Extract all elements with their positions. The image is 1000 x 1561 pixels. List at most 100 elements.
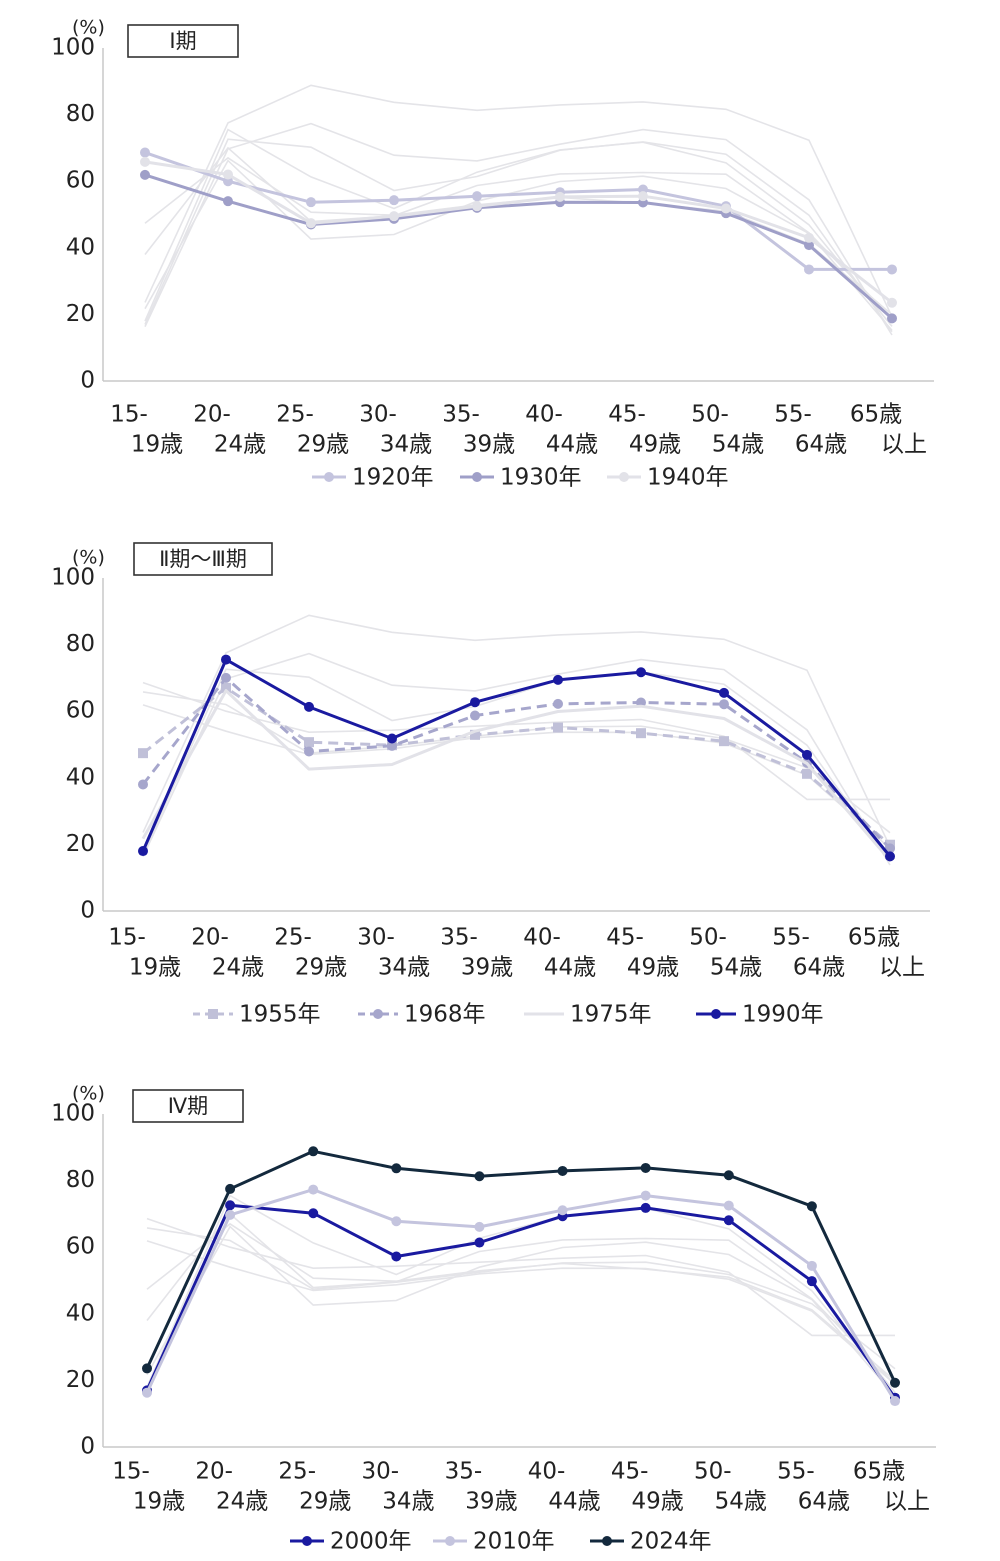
- data-point: [553, 722, 563, 733]
- chart-panel-2: (%) Ⅱ期～Ⅲ期 0 20 40 60 80 100 15- 19歳 20- 24歳 25- 29歳 30…: [51, 542, 930, 1028]
- x-tick-label: 44歳: [548, 1489, 600, 1515]
- legend-label: 1990年: [742, 1002, 824, 1028]
- data-point: [304, 701, 314, 712]
- data-point: [890, 1377, 900, 1388]
- x-tick-label: 20-: [193, 402, 231, 428]
- data-point: [557, 1165, 568, 1176]
- x-tick-label: 30-: [362, 1459, 400, 1485]
- x-tick-label: 55-: [774, 402, 812, 428]
- legend-label: 1975年: [570, 1002, 652, 1028]
- x-tick-label: 20-: [195, 1459, 233, 1485]
- data-point: [470, 697, 480, 708]
- x-tick-label: 65歳: [848, 925, 900, 951]
- data-point: [474, 1237, 485, 1248]
- context-line: [142, 668, 891, 863]
- y-tick-label: 20: [66, 831, 95, 857]
- x-tick-label: 35-: [445, 1459, 483, 1485]
- x-tick-label: 39歳: [465, 1489, 517, 1515]
- data-point: [387, 740, 397, 751]
- x-tick-label: 30-: [357, 925, 395, 951]
- legend-marker: [619, 472, 629, 482]
- x-tick-label: 34歳: [378, 955, 430, 981]
- legend-marker: [602, 1536, 612, 1546]
- data-point: [225, 1209, 236, 1220]
- data-point: [804, 264, 814, 275]
- x-tick-label: 39歳: [461, 955, 513, 981]
- x-tick-label: 45-: [608, 402, 646, 428]
- data-point: [719, 699, 729, 710]
- data-point: [721, 203, 731, 214]
- x-tick-label: 39歳: [463, 432, 515, 458]
- context-line: [146, 1240, 896, 1385]
- context-line: [146, 1225, 896, 1397]
- data-point: [636, 667, 646, 678]
- x-tick-label: 15-: [110, 402, 148, 428]
- context-line: [144, 84, 893, 318]
- series-line: [142, 686, 891, 846]
- data-point: [221, 682, 231, 693]
- context-line: [146, 1217, 895, 1337]
- data-point: [221, 654, 231, 665]
- x-tick-label: 以上: [881, 432, 927, 458]
- data-point: [138, 846, 148, 857]
- x-tick-label: 65歳: [853, 1459, 905, 1485]
- x-tick-label: 24歳: [216, 1489, 268, 1515]
- x-tick-label: 24歳: [212, 955, 264, 981]
- x-tick-label: 19歳: [131, 432, 183, 458]
- y-tick-label: 0: [80, 1434, 95, 1460]
- x-tick-label: 50-: [694, 1459, 732, 1485]
- context-line: [144, 122, 893, 336]
- y-tick-label: 40: [66, 764, 95, 790]
- x-tick-label: 35-: [442, 402, 480, 428]
- series-line: [144, 173, 893, 320]
- data-point: [470, 729, 480, 740]
- x-tick-label: 54歳: [710, 955, 762, 981]
- x-tick-label: 44歳: [544, 955, 596, 981]
- y-tick-label: 20: [66, 301, 95, 327]
- data-point: [804, 240, 814, 251]
- x-tick-label: 29歳: [297, 432, 349, 458]
- x-tick-label: 50-: [689, 925, 727, 951]
- x-tick-label: 45-: [606, 925, 644, 951]
- legend-item: 1990年: [696, 1002, 824, 1028]
- data-point: [887, 264, 897, 275]
- x-tick-label: 25-: [278, 1459, 316, 1485]
- x-tick-label: 15-: [108, 925, 146, 951]
- y-tick-label: 100: [51, 1101, 95, 1127]
- legend-item: 1975年: [524, 1002, 652, 1028]
- data-point: [636, 728, 646, 739]
- data-point: [225, 1200, 236, 1211]
- data-point: [640, 1162, 651, 1173]
- x-tick-label: 30-: [359, 402, 397, 428]
- data-point: [553, 698, 563, 709]
- data-point: [806, 1201, 817, 1212]
- data-point: [474, 1221, 485, 1232]
- panel-title-box: [132, 1089, 244, 1123]
- data-point: [640, 1190, 651, 1201]
- data-point: [723, 1215, 734, 1226]
- legend-item: 1968年: [358, 1002, 486, 1028]
- legend-marker: [302, 1536, 312, 1546]
- context-line: [146, 1194, 896, 1393]
- legend-item: 2024年: [590, 1529, 712, 1555]
- data-point: [223, 196, 233, 207]
- x-tick-label: 65歳: [850, 402, 902, 428]
- data-point: [806, 1276, 817, 1287]
- legend-marker: [472, 472, 482, 482]
- x-tick-label: 54歳: [715, 1489, 767, 1515]
- legend-marker: [373, 1009, 383, 1019]
- series-line: [141, 658, 892, 858]
- legend-label: 2000年: [330, 1529, 412, 1555]
- x-tick-label: 20-: [191, 925, 229, 951]
- data-point: [802, 749, 812, 760]
- x-tick-label: 40-: [523, 925, 561, 951]
- y-tick-label: 0: [80, 368, 95, 394]
- data-point: [304, 737, 314, 748]
- data-point: [308, 1184, 319, 1195]
- data-point: [387, 733, 397, 744]
- legend-item: 1930年: [460, 465, 582, 491]
- x-tick-label: 29歳: [295, 955, 347, 981]
- x-tick-label: 55-: [777, 1459, 815, 1485]
- data-point: [887, 297, 897, 308]
